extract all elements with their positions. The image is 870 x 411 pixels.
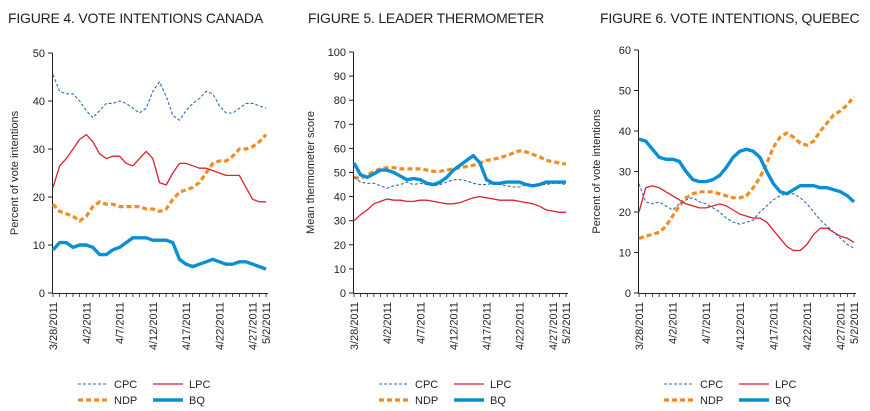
x-tick-label: 4/27/2011 (248, 302, 260, 350)
series-line-cpc (353, 176, 567, 189)
legend-item-ndp: NDP (379, 395, 438, 407)
legend-item-bq: BQ (454, 395, 506, 407)
y-tick-label: 10 (334, 264, 346, 276)
x-tick-label: 4/12/2011 (148, 302, 160, 350)
y-tick-label: 0 (39, 288, 45, 300)
y-tick-label: 40 (33, 96, 45, 108)
chart-panel-figure-6: FIGURE 6. VOTE INTENTIONS, QUEBEC 0 10 20 3… (580, 0, 870, 411)
x-tick-label: 4/12/2011 (448, 302, 460, 350)
y-tick-label: 70 (334, 119, 346, 131)
x-tick-label: 4/7/2011 (415, 302, 427, 344)
chart-svg-figure-5: 0 10 20 30 40 50 60 70 80 90 100 3/28/2011 4/2/2011 4… (305, 47, 573, 407)
y-tick-label: 20 (334, 240, 346, 252)
chart-panel-figure-4: FIGURE 4. VOTE INTENTIONS CANADA 0 10 20 30… (0, 0, 290, 411)
chart-title: FIGURE 5. LEADER THERMOMETER (308, 10, 545, 26)
legend-label-bq: BQ (775, 395, 791, 407)
x-tick-label: 4/17/2011 (482, 302, 494, 350)
y-axis-title: Percent of vote intentions (9, 110, 21, 235)
y-tick-label: 40 (334, 192, 346, 204)
x-tick-label: 4/27/2011 (836, 302, 848, 350)
series-line-bq (352, 153, 566, 188)
series-line-ndp (638, 95, 856, 240)
x-tick-label: 4/12/2011 (735, 302, 747, 350)
legend-label-cpc: CPC (415, 379, 438, 391)
legend-label-ndp: NDP (415, 395, 438, 407)
y-tick-label: 100 (328, 47, 346, 59)
series-line-lpc (353, 195, 566, 222)
y-tick-label: 50 (33, 48, 45, 60)
y-tick-label: 40 (619, 126, 631, 138)
y-tick-label: 30 (334, 216, 346, 228)
y-tick-label: 0 (340, 288, 346, 300)
legend-label-bq: BQ (189, 395, 205, 407)
x-tick-label: 5/2/2011 (849, 302, 861, 344)
legend-item-cpc: CPC (664, 379, 723, 391)
chart-title: FIGURE 6. VOTE INTENTIONS, QUEBEC (600, 10, 860, 26)
x-tick-label: 4/2/2011 (81, 302, 93, 344)
x-tick-label: 4/17/2011 (768, 302, 780, 350)
chart-svg-figure-4: 0 10 20 30 40 50 3/28/2011 4/2/2011 4/7/2011 4/12… (9, 48, 273, 407)
x-tick-label: 4/17/2011 (181, 302, 193, 350)
series-line-cpc (638, 183, 855, 249)
series-line-bq (638, 137, 856, 204)
legend-label-lpc: LPC (775, 379, 796, 391)
legend-label-ndp: NDP (700, 395, 723, 407)
y-axis-title: Mean thermometer score (305, 111, 317, 234)
y-tick-label: 30 (619, 167, 631, 179)
legend-item-lpc: LPC (454, 379, 511, 391)
x-tick-label: 4/22/2011 (802, 302, 814, 350)
x-tick-label: 4/2/2011 (382, 302, 394, 344)
y-tick-label: 20 (619, 207, 631, 219)
chart-title: FIGURE 4. VOTE INTENTIONS CANADA (8, 10, 263, 26)
legend-item-cpc: CPC (379, 379, 438, 391)
series-line-bq (51, 236, 267, 271)
series-line-cpc (52, 74, 267, 121)
legend-item-ndp: NDP (664, 395, 723, 407)
legend-item-lpc: LPC (739, 379, 796, 391)
chart-panel-figure-5: FIGURE 5. LEADER THERMOMETER 0 10 20 30 40 50… (290, 0, 580, 411)
y-tick-label: 80 (334, 95, 346, 107)
x-tick-label: 4/7/2011 (701, 302, 713, 344)
legend-label-lpc: LPC (189, 379, 210, 391)
legend-label-ndp: NDP (114, 395, 137, 407)
y-tick-label: 0 (625, 288, 631, 300)
legend-item-bq: BQ (739, 395, 791, 407)
x-tick-label: 4/22/2011 (214, 302, 226, 350)
series-line-ndp (51, 133, 268, 223)
y-tick-label: 60 (619, 45, 631, 57)
legend-label-lpc: LPC (490, 379, 511, 391)
legend-item-cpc: CPC (78, 379, 137, 391)
x-tick-label: 3/28/2011 (634, 302, 646, 350)
y-tick-label: 60 (334, 143, 346, 155)
legend-label-bq: BQ (490, 395, 506, 407)
y-tick-label: 20 (33, 192, 45, 204)
y-tick-label: 10 (619, 248, 631, 260)
x-tick-label: 4/22/2011 (515, 302, 527, 350)
x-tick-label: 3/28/2011 (48, 302, 60, 350)
series-line-lpc (638, 185, 855, 252)
x-tick-label: 5/2/2011 (561, 302, 573, 344)
series-line-lpc (52, 133, 266, 203)
legend-item-bq: BQ (153, 395, 205, 407)
legend-label-cpc: CPC (700, 379, 723, 391)
legend-label-cpc: CPC (114, 379, 137, 391)
chart-svg-figure-6: 0 10 20 30 40 50 60 3/28/2011 4/2/2011 4/7/2011 4/… (591, 45, 861, 407)
y-tick-label: 90 (334, 71, 346, 83)
x-tick-label: 5/2/2011 (261, 302, 273, 344)
y-tick-label: 50 (619, 86, 631, 98)
y-axis-title: Percent of vote intentions (591, 109, 603, 234)
legend-item-ndp: NDP (78, 395, 137, 407)
legend-item-lpc: LPC (153, 379, 210, 391)
y-tick-label: 50 (334, 168, 346, 180)
x-tick-label: 4/7/2011 (115, 302, 127, 344)
y-tick-label: 30 (33, 144, 45, 156)
x-tick-label: 3/28/2011 (349, 302, 361, 350)
x-tick-label: 4/27/2011 (548, 302, 560, 350)
x-tick-label: 4/2/2011 (668, 302, 680, 344)
y-tick-label: 10 (33, 240, 45, 252)
